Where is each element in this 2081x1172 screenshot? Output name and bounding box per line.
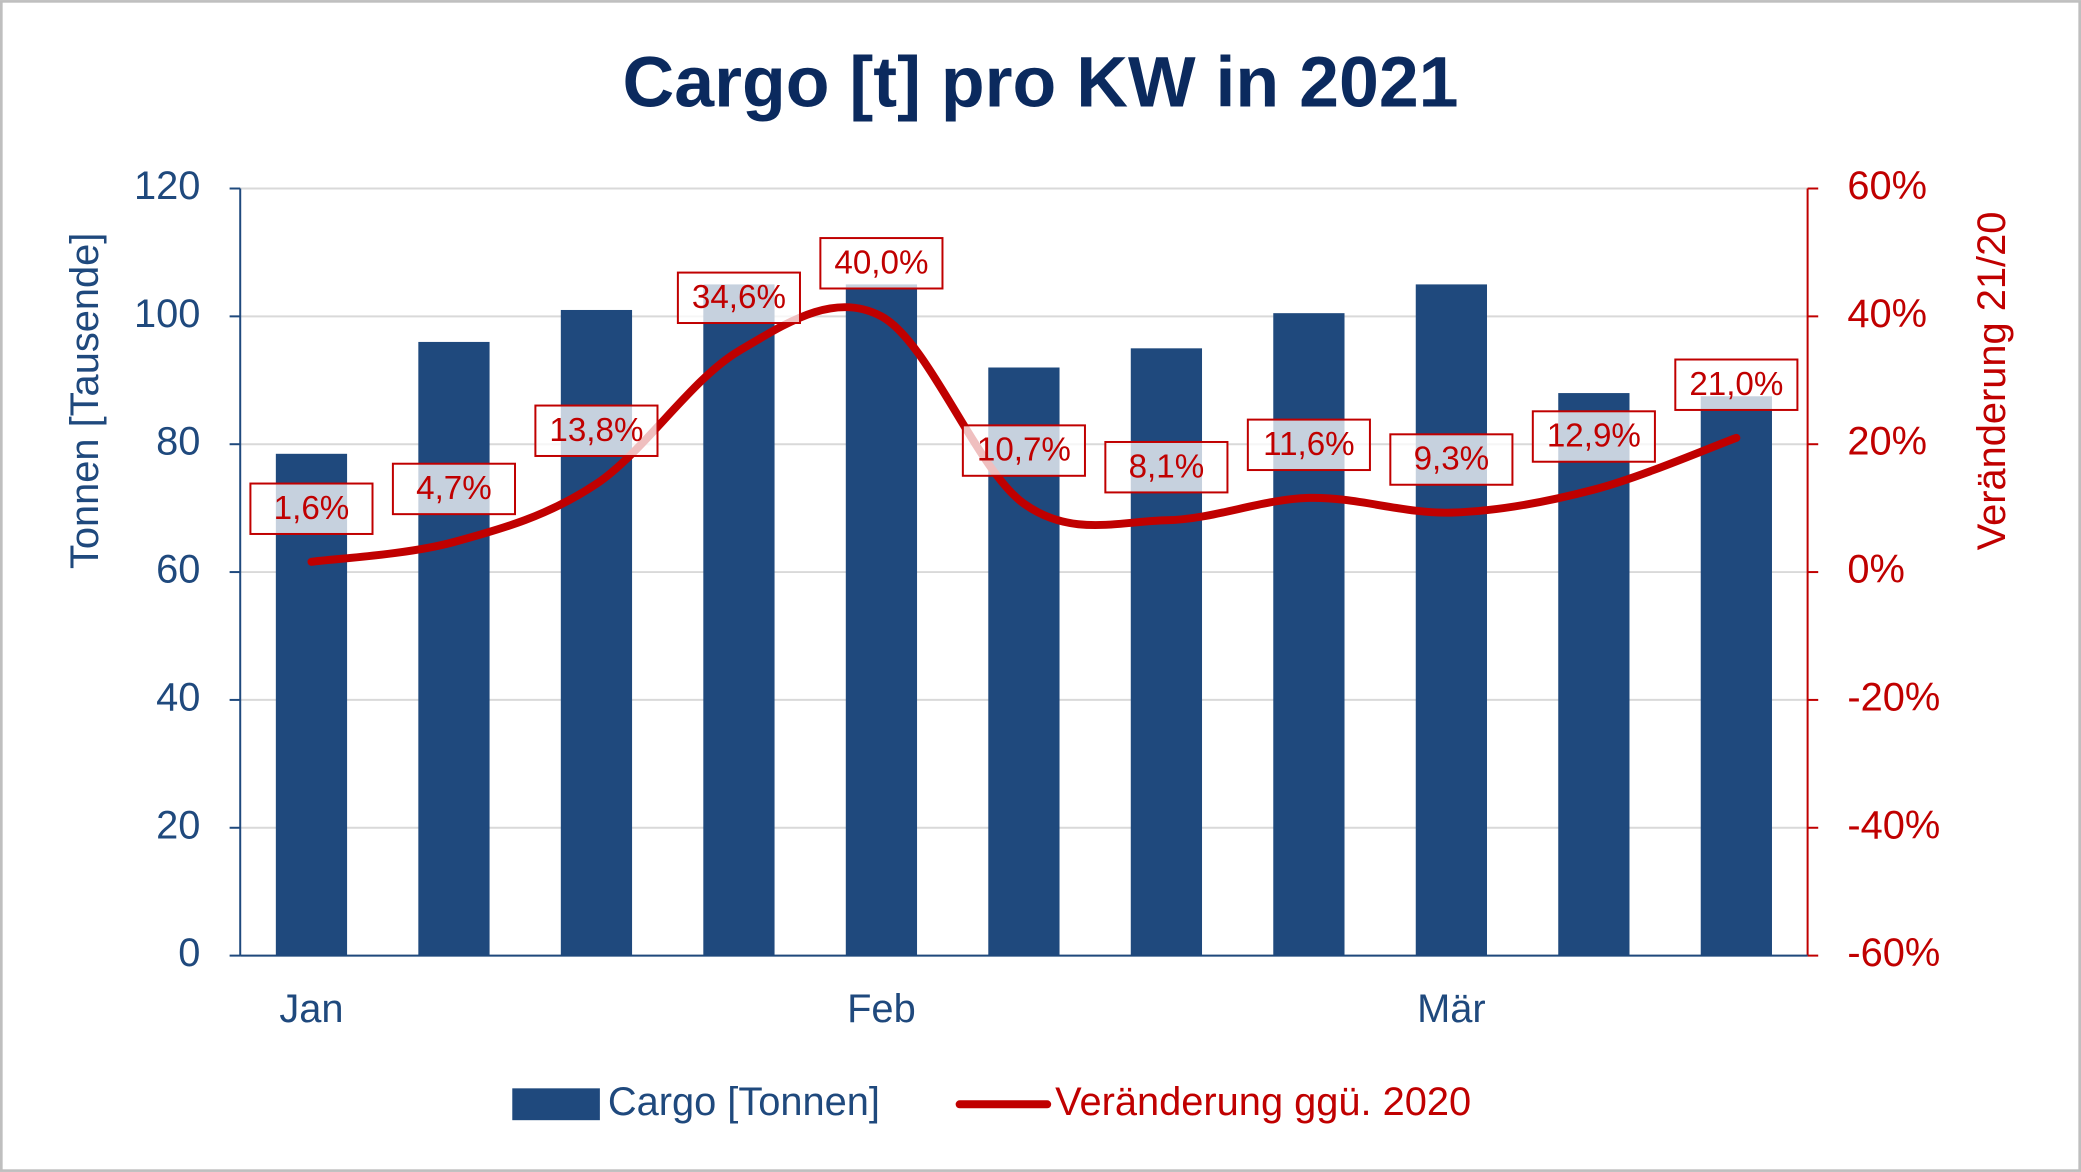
data-label: 10,7%: [977, 432, 1071, 469]
data-label-box: [1104, 440, 1229, 494]
data-label: 4,7%: [416, 470, 492, 507]
x-tick-label: Feb: [847, 987, 916, 1031]
bar: [703, 284, 775, 956]
x-tick-label: Jan: [279, 987, 343, 1031]
data-label: 34,6%: [692, 279, 786, 316]
data-label-box: [961, 424, 1086, 477]
legend-label: Veränderung ggü. 2020: [1055, 1080, 1471, 1124]
data-label-box: [249, 482, 374, 535]
data-label: 13,8%: [549, 412, 643, 449]
y-tick-label: 0: [178, 931, 200, 975]
bar: [1273, 313, 1345, 956]
y-tick-label: 80: [156, 420, 200, 464]
data-label-box: [534, 404, 659, 457]
y-tick-label: 100: [134, 292, 200, 336]
line: [307, 303, 1741, 566]
y2-tick-label: 0%: [1847, 548, 1905, 592]
data-label-box: [1246, 418, 1371, 472]
y-tick-label: 60: [156, 548, 200, 592]
y-tick-label: 120: [134, 164, 200, 208]
bar: [1130, 348, 1203, 956]
bar: [1415, 284, 1488, 956]
data-label-box: [1674, 358, 1799, 411]
chart-title: Cargo [t] pro KW in 2021: [622, 43, 1458, 123]
data-label: 40,0%: [834, 244, 928, 281]
bar: [1700, 396, 1772, 956]
bar: [418, 341, 490, 956]
data-label-box: [1389, 433, 1514, 486]
y2-tick-label: -20%: [1847, 675, 1940, 719]
data-label-box: [1531, 410, 1656, 463]
y-axis-title: Tonnen [Tausende]: [63, 233, 107, 569]
y-tick-label: 20: [156, 803, 200, 847]
legend-label: Cargo [Tonnen]: [608, 1080, 880, 1124]
y2-tick-label: 60%: [1847, 164, 1927, 208]
y-tick-label: 40: [156, 675, 200, 719]
data-label-box: [391, 462, 516, 516]
y2-tick-label: 20%: [1847, 420, 1927, 464]
data-label: 1,6%: [274, 490, 350, 527]
y2-axis-title: Veränderung 21/20: [1970, 212, 2014, 551]
data-label-box: [676, 271, 801, 325]
bar: [1558, 393, 1630, 956]
data-label-box: [819, 237, 944, 290]
data-label: 11,6%: [1263, 426, 1355, 463]
bar: [275, 453, 348, 956]
data-label: 21,0%: [1689, 366, 1783, 403]
x-tick-label: Mär: [1417, 987, 1486, 1031]
y2-tick-label: 40%: [1847, 292, 1927, 336]
y2-tick-label: -40%: [1847, 803, 1940, 847]
data-label: 12,9%: [1547, 418, 1641, 455]
y2-tick-label: -60%: [1847, 931, 1940, 975]
data-label: 9,3%: [1414, 441, 1490, 478]
bar: [845, 284, 918, 956]
legend-swatch: [512, 1088, 600, 1121]
data-label: 8,1%: [1129, 448, 1205, 485]
